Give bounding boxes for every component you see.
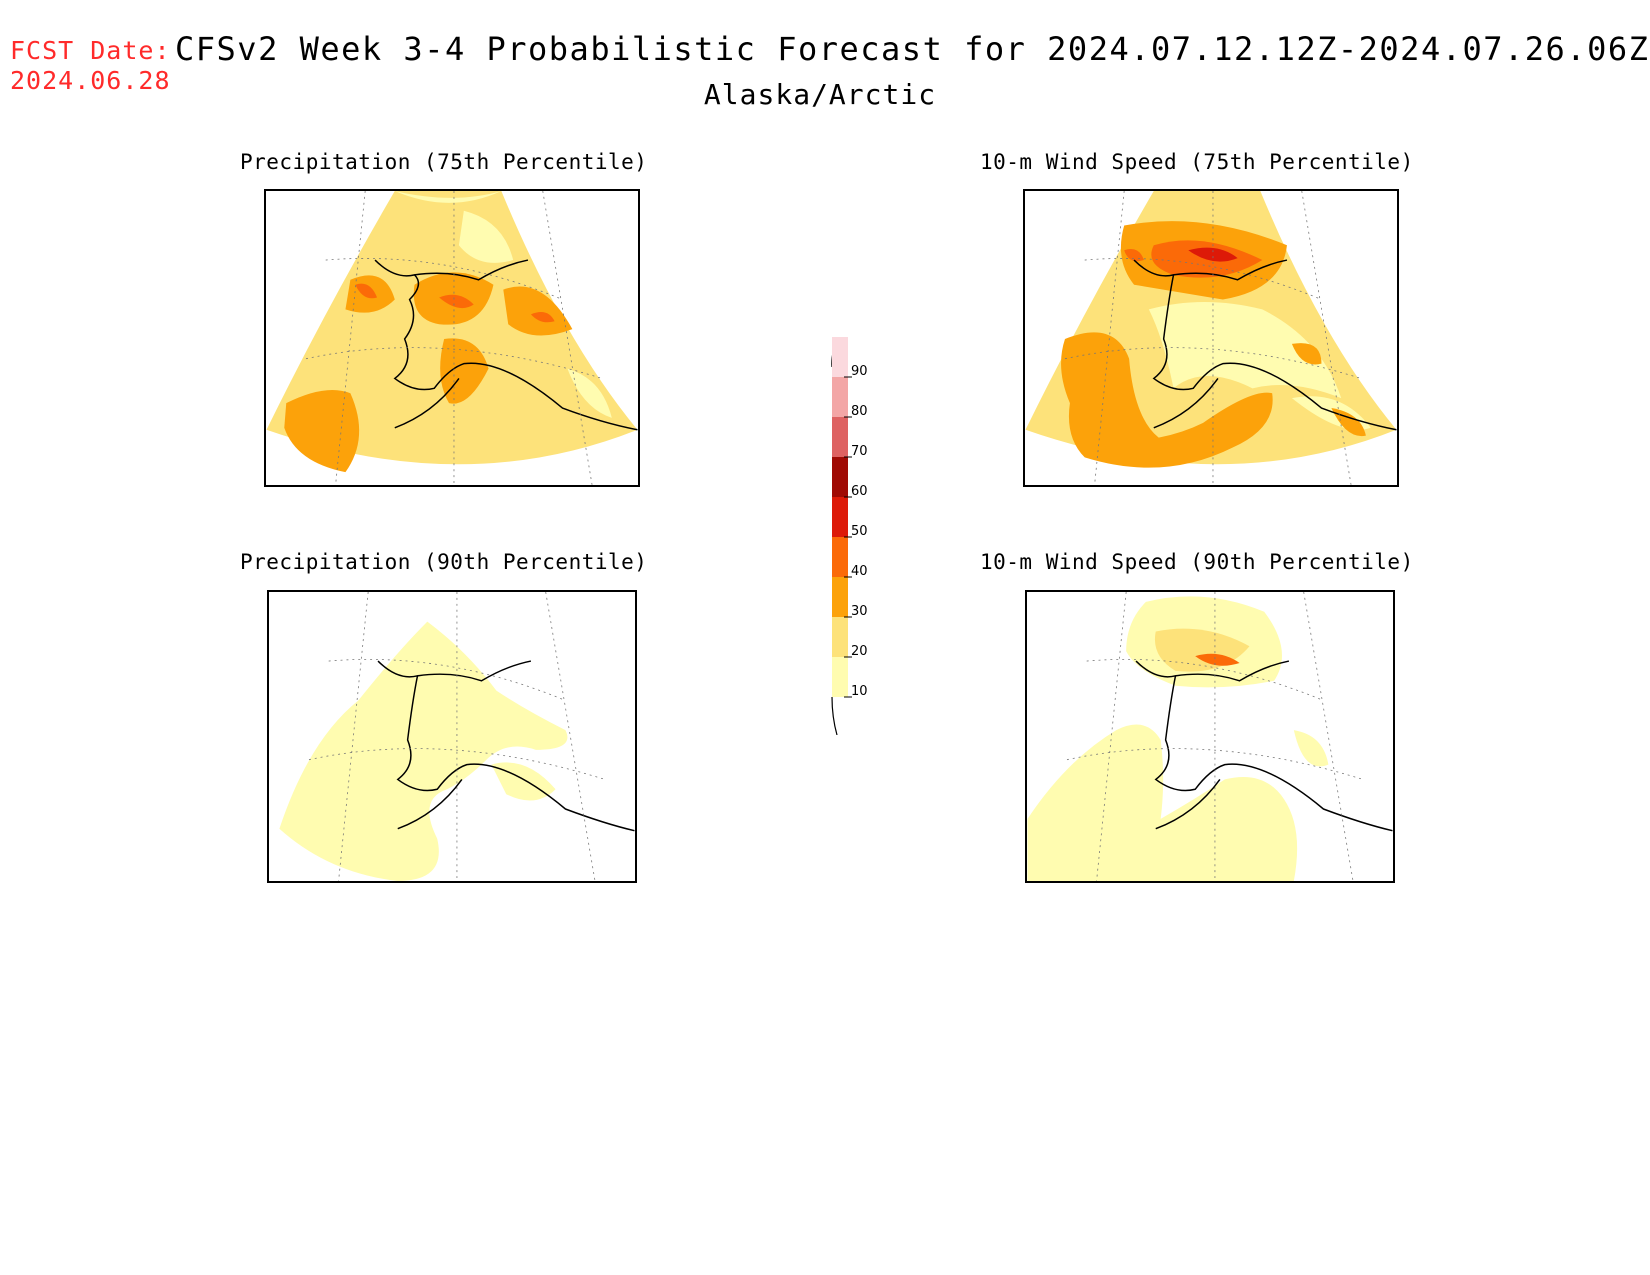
coastline bbox=[394, 378, 460, 429]
graticule bbox=[1064, 191, 1362, 485]
higher-prob-area bbox=[355, 283, 378, 299]
colorbar-segment bbox=[832, 377, 848, 417]
coastline bbox=[1155, 778, 1221, 830]
panel-title-precip-75: Precipitation (75th Percentile) bbox=[240, 150, 648, 174]
higher-prob-area bbox=[439, 294, 474, 309]
colorbar-bottom-cap bbox=[831, 696, 838, 735]
low-prob-area bbox=[1148, 301, 1342, 399]
forecast-domain-fill bbox=[266, 191, 638, 465]
precip-90-map bbox=[279, 592, 635, 881]
colorbar-label: 80 bbox=[851, 404, 868, 419]
wind-90-map bbox=[1027, 592, 1393, 881]
low-prob-area bbox=[279, 621, 568, 881]
coastline bbox=[414, 259, 529, 281]
coastline bbox=[374, 259, 638, 431]
colorbar-label: 50 bbox=[851, 524, 868, 539]
colorbar-label: 20 bbox=[851, 644, 868, 659]
panel-title-wind-75: 10-m Wind Speed (75th Percentile) bbox=[980, 150, 1414, 174]
low-prob-area bbox=[491, 762, 556, 801]
colorbar-segment bbox=[832, 537, 848, 577]
panel-title-precip-90: Precipitation (90th Percentile) bbox=[240, 550, 648, 574]
colorbar-segment bbox=[832, 457, 848, 497]
high-prob-area bbox=[1061, 332, 1273, 468]
low-prob-area bbox=[394, 191, 502, 203]
graticule bbox=[305, 191, 603, 485]
coastline bbox=[1175, 660, 1290, 682]
high-prob-area bbox=[1291, 343, 1322, 365]
coastline bbox=[397, 778, 463, 830]
forecast-date-label: FCST Date: bbox=[10, 36, 171, 65]
forecast-date-value: 2024.06.28 bbox=[10, 66, 171, 95]
map-panel-wind-75 bbox=[1023, 189, 1399, 487]
colorbar-label: 90 bbox=[851, 364, 868, 379]
higher-prob-area bbox=[530, 312, 555, 323]
colorbar-label: 30 bbox=[851, 604, 868, 619]
precip-75-map bbox=[266, 191, 638, 485]
graticule bbox=[1066, 592, 1364, 881]
map-panel-wind-90 bbox=[1025, 590, 1395, 883]
colorbar-segment bbox=[832, 617, 848, 657]
colorbar-label: 70 bbox=[851, 444, 868, 459]
colorbar-label: 60 bbox=[851, 484, 868, 499]
higher-prob-area bbox=[1124, 248, 1144, 262]
coastline bbox=[1153, 378, 1219, 429]
higher-prob-area bbox=[1195, 653, 1240, 666]
colorbar-label: 40 bbox=[851, 564, 868, 579]
high-prob-area bbox=[503, 286, 573, 336]
panel-title-wind-90: 10-m Wind Speed (90th Percentile) bbox=[980, 550, 1414, 574]
low-prob-area bbox=[567, 368, 612, 418]
colorbar-segment bbox=[832, 657, 848, 697]
high-prob-area bbox=[284, 389, 360, 473]
colorbar-segment bbox=[832, 497, 848, 537]
colorbar-segment bbox=[832, 577, 848, 617]
colorbar-segment bbox=[832, 337, 848, 377]
colorbar-label: 10 bbox=[851, 684, 868, 699]
map-panel-precip-90 bbox=[267, 590, 637, 883]
colorbar-segment bbox=[832, 417, 848, 457]
coastline bbox=[377, 660, 635, 832]
page-title: CFSv2 Week 3-4 Probabilistic Forecast fo… bbox=[175, 30, 1650, 68]
graticule bbox=[308, 592, 606, 881]
low-prob-area bbox=[1027, 724, 1298, 881]
low-prob-area bbox=[458, 210, 514, 263]
wind-75-map bbox=[1025, 191, 1397, 485]
region-subtitle: Alaska/Arctic bbox=[703, 78, 937, 111]
map-panel-precip-75 bbox=[264, 189, 640, 487]
probability-colorbar: 10 20 30 40 50 60 70 80 90 bbox=[831, 337, 868, 735]
coastline bbox=[1135, 660, 1393, 832]
coastline bbox=[1173, 259, 1288, 281]
low-prob-area bbox=[1293, 730, 1329, 767]
highest-prob-area bbox=[1188, 247, 1238, 262]
coastline bbox=[417, 660, 532, 682]
coastline bbox=[1133, 259, 1397, 431]
